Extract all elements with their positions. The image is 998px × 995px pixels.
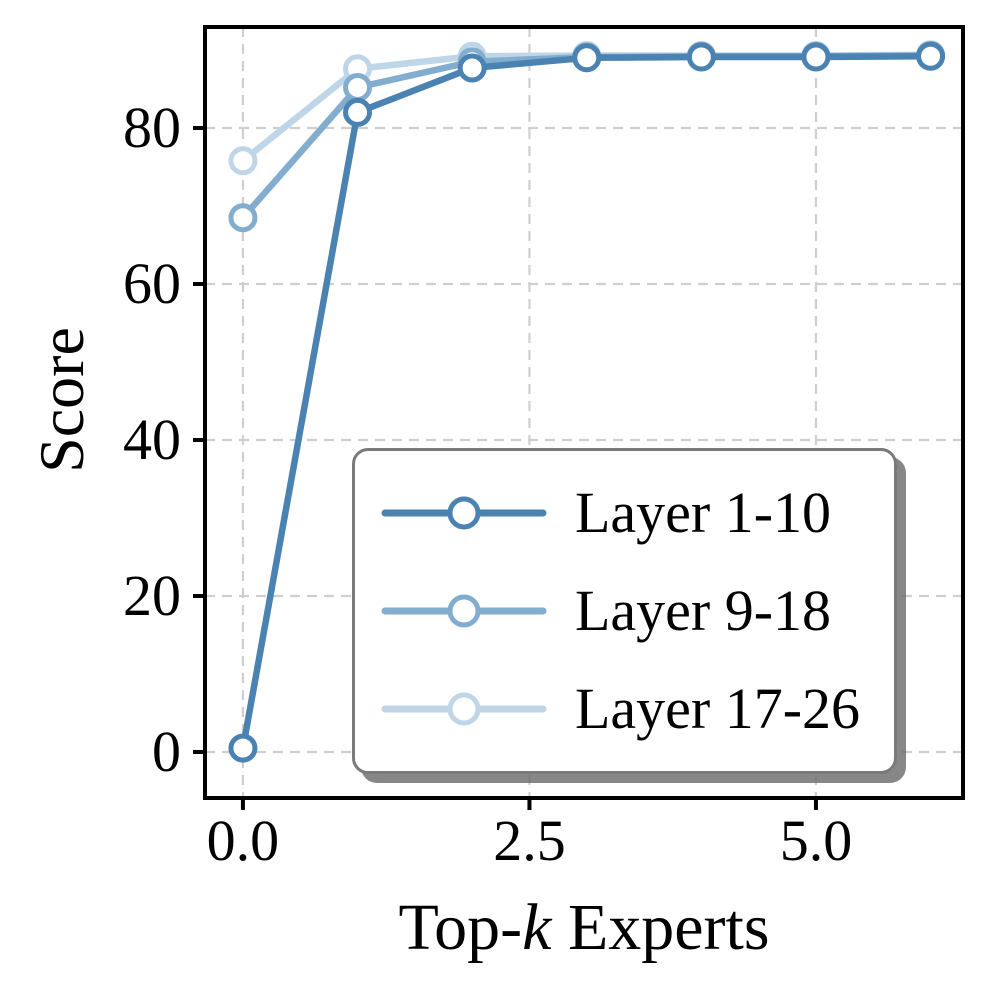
legend-line-marker-icon [381,692,547,726]
x-axis-label: Top-k Experts [398,890,769,966]
x-axis-label-post: Experts [551,891,770,964]
data-point-marker [801,42,831,72]
data-point-marker [343,72,373,102]
data-point-marker [228,203,258,233]
legend-line-marker-icon [381,496,547,530]
legend-label: Layer 1-10 [575,480,832,545]
y-axis-label: Score [26,327,97,473]
data-point-marker [228,146,258,176]
y-tick-label: 40 [123,407,181,472]
legend-label: Layer 17-26 [575,676,861,741]
series-layer-1-10 [228,41,946,763]
x-axis-label-pre: Top- [398,891,523,964]
x-tick-label: 0.0 [207,808,280,873]
legend-line-marker-icon [381,594,547,628]
y-tick-label: 0 [152,719,181,784]
data-point-marker [457,53,487,83]
data-point-marker [686,42,716,72]
legend-entry-layer-17-26: Layer 17-26 [379,661,860,757]
y-tick-label: 60 [123,251,181,316]
data-point-marker [572,43,602,73]
legend-entry-layer-9-18: Layer 9-18 [379,563,860,659]
x-axis-label-k: k [522,891,552,964]
y-tick-label: 20 [123,563,181,628]
data-point-marker [916,41,946,71]
legend-entry-layer-1-10: Layer 1-10 [379,465,860,561]
x-tick-label: 5.0 [780,808,853,873]
legend: Layer 1-10 Layer 9-18 Layer 17-26 [352,448,898,774]
data-point-marker [343,97,373,127]
data-point-marker [228,733,258,763]
x-tick-label: 2.5 [493,808,566,873]
axes-ticks: 0.0 2.5 5.0 0 20 40 60 80 [123,95,852,873]
y-tick-label: 80 [123,95,181,160]
legend-label: Layer 9-18 [575,578,832,643]
plot-border [203,25,965,800]
